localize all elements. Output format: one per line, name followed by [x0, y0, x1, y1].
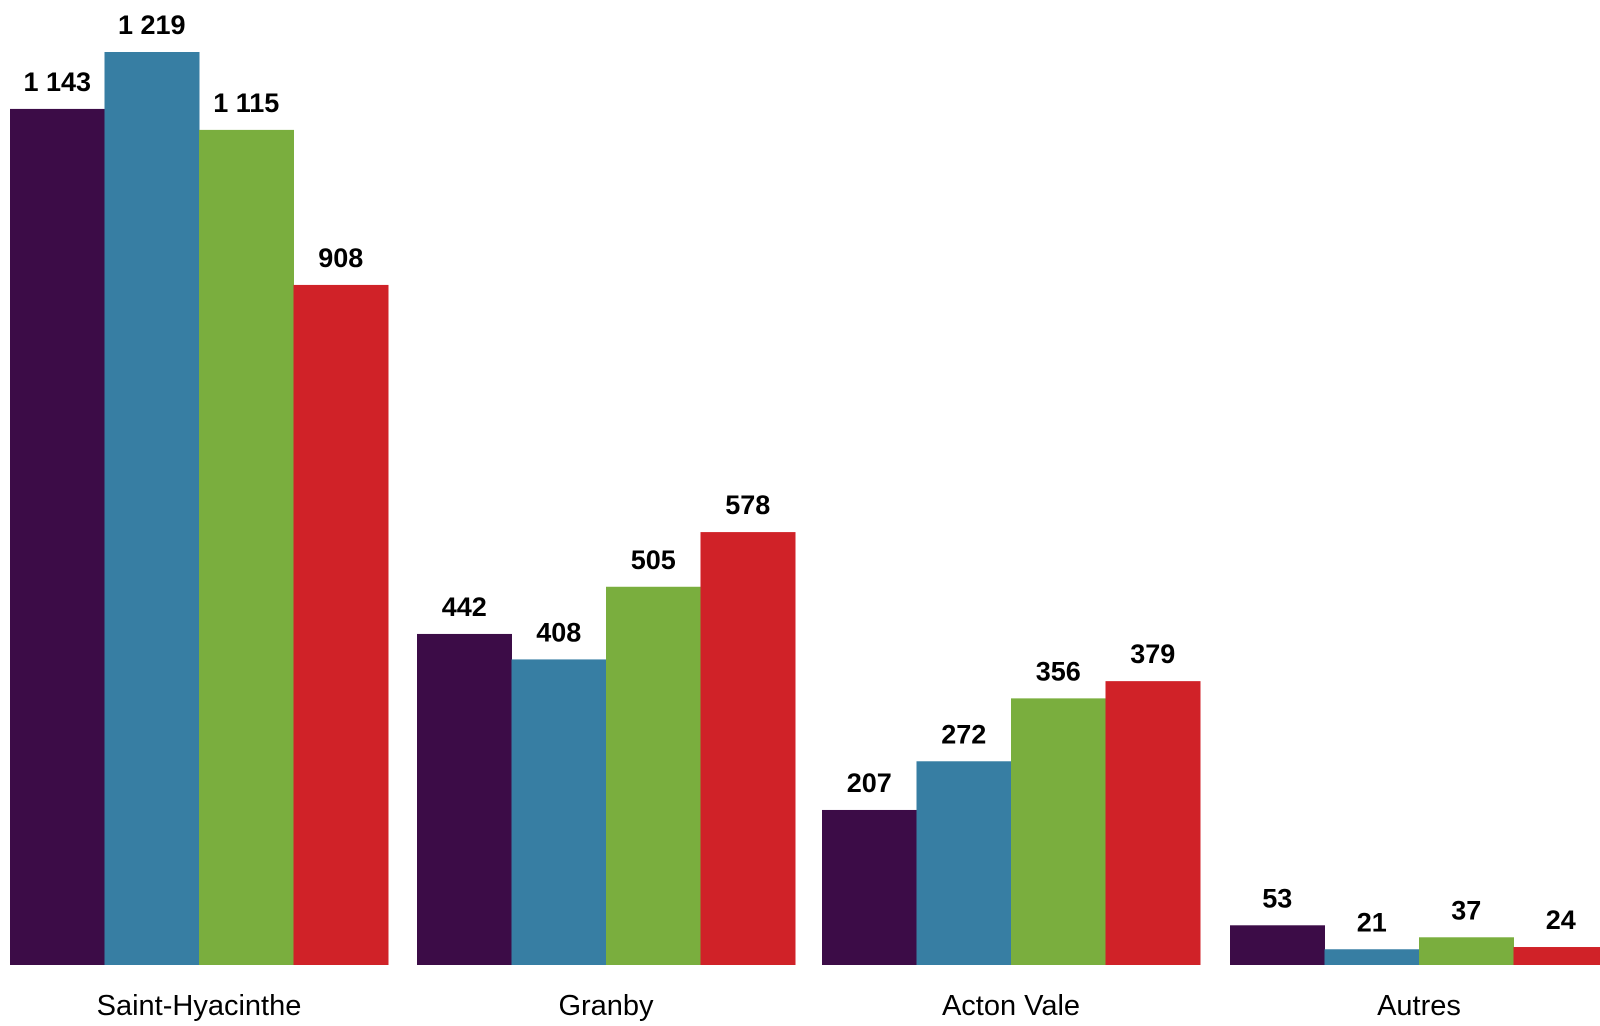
bar-autres-4	[1513, 947, 1600, 965]
bar-autres-1	[1230, 925, 1325, 965]
category-label-acton-vale: Acton Vale	[942, 990, 1080, 1022]
value-label-acton-vale-3: 356	[1036, 656, 1081, 686]
value-label-granby-3: 505	[631, 545, 676, 575]
category-label-granby: Granby	[558, 990, 654, 1022]
value-label-autres-1: 53	[1262, 883, 1292, 913]
bar-granby-4	[700, 532, 796, 965]
value-label-autres-2: 21	[1357, 907, 1387, 937]
value-label-acton-vale-1: 207	[847, 768, 892, 798]
bar-granby-3	[606, 586, 701, 965]
bar-acton-vale-1	[822, 809, 917, 965]
value-label-granby-1: 442	[442, 592, 487, 622]
bar-saint-hyacinthe-3	[199, 129, 294, 965]
value-label-acton-vale-2: 272	[941, 719, 986, 749]
bars-layer	[10, 52, 1600, 966]
bar-saint-hyacinthe-1	[10, 108, 105, 966]
bar-autres-2	[1324, 949, 1420, 965]
category-labels-layer: Saint-Hyacinthe Granby Acton Vale Autres	[97, 990, 1461, 1022]
value-label-saint-hyacinthe-2: 1 219	[118, 10, 186, 40]
bar-saint-hyacinthe-4	[293, 284, 389, 965]
category-label-saint-hyacinthe: Saint-Hyacinthe	[97, 990, 302, 1022]
bar-granby-2	[511, 659, 607, 965]
value-label-acton-vale-4: 379	[1130, 639, 1175, 669]
bar-acton-vale-2	[916, 761, 1012, 965]
value-label-autres-3: 37	[1451, 895, 1481, 925]
bar-saint-hyacinthe-2	[104, 52, 200, 965]
bar-acton-vale-4	[1105, 681, 1201, 965]
value-label-saint-hyacinthe-1: 1 143	[23, 67, 91, 97]
value-label-saint-hyacinthe-4: 908	[318, 243, 363, 273]
value-label-granby-2: 408	[536, 617, 581, 647]
bar-acton-vale-3	[1011, 698, 1106, 965]
value-labels-layer: 1 143 1 219 1 115 908 442 408 505 578 207 272 356 3…	[23, 10, 1575, 937]
value-label-autres-4: 24	[1546, 905, 1576, 935]
bar-autres-3	[1419, 937, 1514, 965]
bar-granby-1	[417, 633, 512, 965]
category-label-autres: Autres	[1377, 990, 1461, 1022]
value-label-saint-hyacinthe-3: 1 115	[213, 88, 279, 118]
value-label-granby-4: 578	[725, 490, 770, 520]
